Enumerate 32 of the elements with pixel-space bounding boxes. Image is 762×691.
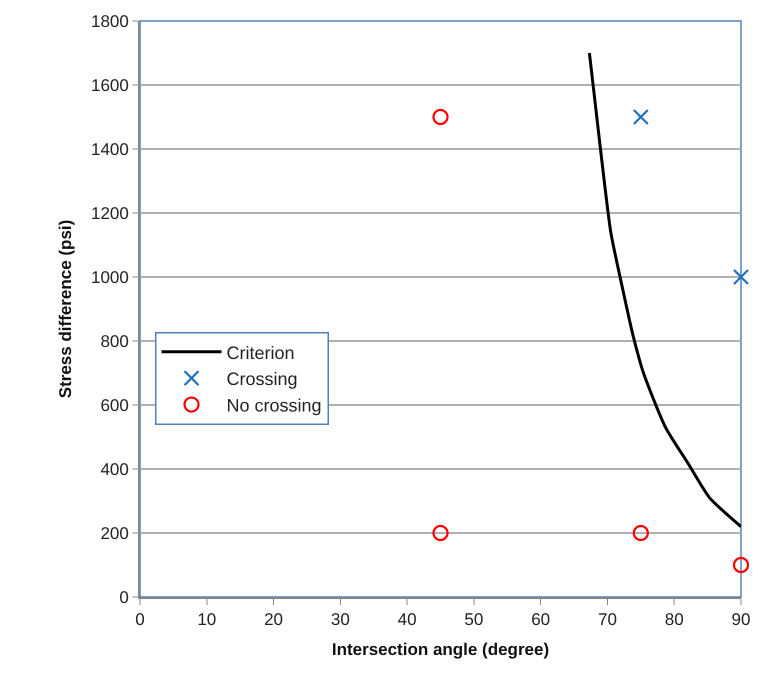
x-tick-label: 40 bbox=[398, 610, 417, 630]
y-tick-label: 1600 bbox=[91, 76, 129, 95]
line-series bbox=[588, 52, 741, 528]
x-tick-label: 30 bbox=[330, 610, 350, 630]
point bbox=[732, 556, 750, 574]
y-tick-label: 1400 bbox=[91, 140, 129, 159]
x-tick-label: 20 bbox=[264, 610, 284, 630]
x-tick-label: 50 bbox=[464, 610, 484, 630]
legend-label: Criterion bbox=[226, 342, 295, 363]
point bbox=[732, 268, 750, 286]
y-axis-title: Stress difference (psi) bbox=[56, 220, 76, 398]
legend-label: Crossing bbox=[226, 369, 298, 390]
point bbox=[432, 108, 449, 126]
y-tick-label: 800 bbox=[100, 332, 129, 351]
legend-label: No crossing bbox=[226, 396, 322, 416]
x-tick-label: 70 bbox=[598, 610, 617, 630]
x-tick-label: 80 bbox=[664, 610, 684, 630]
y-tick-label: 0 bbox=[119, 588, 129, 607]
point bbox=[632, 524, 649, 542]
y-tick-label: 600 bbox=[100, 396, 129, 415]
x-tick-label: 60 bbox=[531, 610, 550, 630]
y-tick-label: 200 bbox=[100, 524, 129, 543]
x-tick-label: 90 bbox=[732, 610, 750, 630]
y-tick-label: 1000 bbox=[91, 268, 129, 287]
x-axis-title: Intersection angle (degree) bbox=[332, 640, 550, 660]
y-tick-label: 1200 bbox=[91, 204, 129, 223]
x-tick-label: 10 bbox=[197, 610, 216, 630]
y-tick-label: 400 bbox=[100, 460, 129, 479]
y-tick-label: 1800 bbox=[91, 12, 129, 31]
point bbox=[432, 524, 449, 542]
x-tick-label: 0 bbox=[135, 610, 145, 630]
point bbox=[632, 108, 649, 126]
